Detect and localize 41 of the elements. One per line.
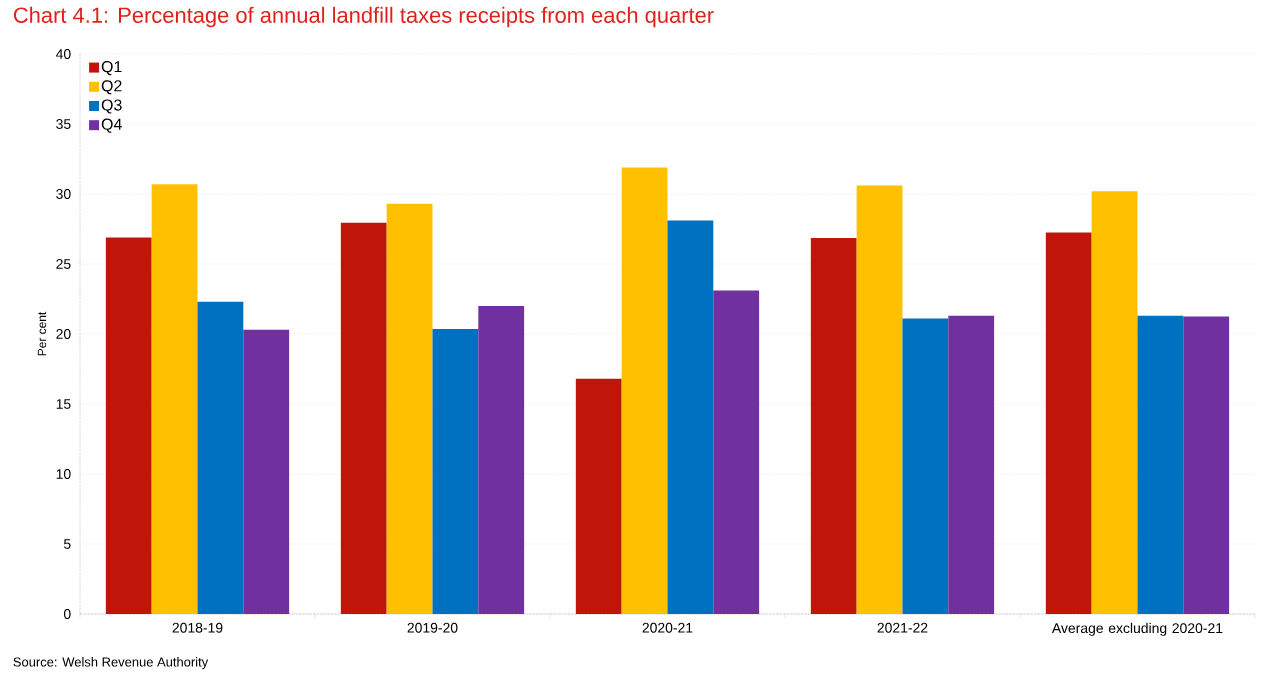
y-tick-label: 0: [63, 609, 71, 619]
x-tick-label: 2021-22: [877, 622, 928, 633]
bar: [151, 184, 198, 614]
bar: [1045, 232, 1092, 614]
legend-label: Q4: [101, 118, 122, 133]
bar: [197, 301, 244, 614]
source-note: Source: Welsh Revenue Authority: [13, 657, 209, 670]
x-tick-label: Average excluding 2020-21: [1051, 622, 1223, 636]
bar: [667, 220, 714, 614]
bar: [856, 185, 903, 614]
y-tick-label: 35: [56, 119, 71, 129]
bar: [902, 318, 949, 614]
bar: [1183, 316, 1230, 614]
y-tick-label: 10: [56, 469, 71, 479]
bar: [243, 329, 290, 614]
bar: [575, 378, 622, 614]
y-tick-label: 15: [56, 399, 71, 409]
bar: [432, 329, 479, 614]
y-axis-title: Per cent: [37, 311, 47, 356]
bar: [621, 167, 668, 614]
bar: [105, 237, 152, 614]
bar: [1137, 315, 1184, 614]
x-tick-label: 2018-19: [172, 622, 223, 633]
bar: [1091, 191, 1138, 614]
x-tick-label: 2020-21: [642, 622, 693, 633]
bar: [810, 238, 857, 614]
y-tick-label: 30: [56, 189, 71, 199]
bar: [386, 203, 433, 614]
bar: [340, 222, 387, 614]
legend-label: Q1: [101, 60, 122, 76]
legend-label: Q3: [101, 99, 122, 114]
bar: [478, 306, 525, 614]
y-tick-label: 25: [56, 259, 71, 269]
legend-label: Q2: [101, 80, 122, 95]
bar: [948, 315, 995, 614]
y-tick-label: 20: [56, 329, 71, 339]
chart-title: Chart 4.1: Percentage of annual landfill taxes receipts from each quarter: [13, 6, 714, 28]
bar: [713, 290, 760, 614]
x-tick-label: 2019-20: [407, 622, 458, 633]
y-tick-label: 5: [63, 539, 71, 549]
y-tick-label: 40: [55, 49, 71, 59]
